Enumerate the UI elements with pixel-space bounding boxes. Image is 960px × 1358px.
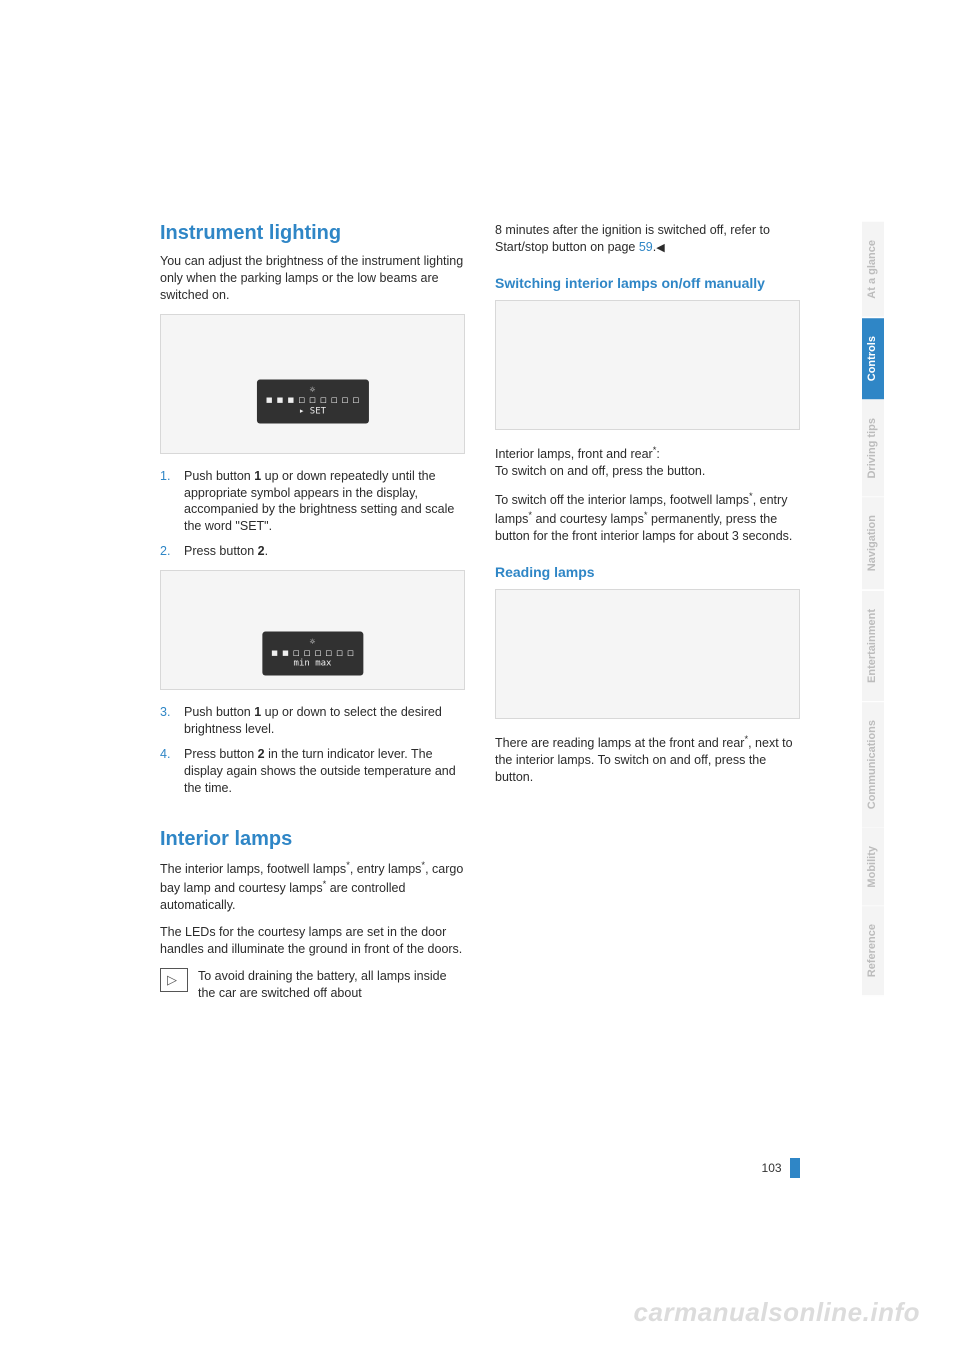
tab-reference[interactable]: Reference [862,906,884,996]
interior-lamps-auto: The interior lamps, footwell lamps*, ent… [160,859,465,914]
continuation-paragraph: 8 minutes after the ignition is switched… [495,222,800,256]
steps-3-4: 3. Push button 1 up or down to select th… [160,704,465,796]
step-1: 1. Push button 1 up or down repeatedly u… [160,468,465,536]
note-icon [160,968,188,992]
tab-at-a-glance[interactable]: At a glance [862,222,884,318]
figure-instrument-minmax: ☼ ■ ■ □ □ □ □ □ □ min max [160,570,465,690]
step-text: Push button 1 up or down repeatedly unti… [184,468,465,536]
brightness-icon: ☼ [266,385,358,396]
intro-paragraph: You can adjust the brightness of the ins… [160,253,465,304]
page-number-wrap: 103 [486,1158,800,1178]
interior-lamps-off-permanent: To switch off the interior lamps, footwe… [495,490,800,545]
note-text: To avoid draining the battery, all lamps… [198,968,465,1002]
courtesy-leds-paragraph: The LEDs for the courtesy lamps are set … [160,924,465,958]
instrument-display-minmax: ☼ ■ ■ □ □ □ □ □ □ min max [262,631,363,675]
page-link-59[interactable]: 59 [639,240,653,254]
heading-switching-interior: Switching interior lamps on/off manually [495,274,800,292]
right-column: 8 minutes after the ignition is switched… [495,222,800,1012]
step-text: Press button 2 in the turn indicator lev… [184,746,465,797]
page: Instrument lighting You can adjust the b… [0,0,960,1358]
step-4: 4. Press button 2 in the turn indicator … [160,746,465,797]
figure-placeholder [496,301,799,429]
step-text: Push button 1 up or down to select the d… [184,704,465,738]
heading-interior-lamps: Interior lamps [160,828,465,851]
content-columns: Instrument lighting You can adjust the b… [160,222,800,1012]
figure-interior-lamp-button [495,300,800,430]
tab-communications[interactable]: Communications [862,702,884,828]
tab-controls[interactable]: Controls [862,318,884,400]
figure-instrument-set: ☼ ■ ■ ■ □ □ □ □ □ □ ▸ SET [160,314,465,454]
figure-reading-lamps [495,589,800,719]
brightness-icon: ☼ [272,637,353,648]
set-label: ▸ SET [266,407,358,418]
heading-instrument-lighting: Instrument lighting [160,222,465,245]
step-number: 1. [160,468,174,536]
tab-mobility[interactable]: Mobility [862,828,884,907]
brightness-scale: ■ ■ □ □ □ □ □ □ [272,648,353,659]
step-2: 2. Press button 2. [160,543,465,560]
step-number: 2. [160,543,174,560]
end-marker-icon: ◀ [656,241,664,256]
left-column: Instrument lighting You can adjust the b… [160,222,465,1012]
steps-1-2: 1. Push button 1 up or down repeatedly u… [160,468,465,560]
instrument-display-set: ☼ ■ ■ ■ □ □ □ □ □ □ ▸ SET [256,379,368,423]
figure-placeholder [496,590,799,718]
step-3: 3. Push button 1 up or down to select th… [160,704,465,738]
watermark: carmanualsonline.info [634,1297,920,1328]
heading-reading-lamps: Reading lamps [495,563,800,581]
tab-entertainment[interactable]: Entertainment [862,591,884,702]
page-number: 103 [762,1161,782,1175]
tab-navigation[interactable]: Navigation [862,497,884,590]
step-number: 3. [160,704,174,738]
page-number-bar [790,1158,800,1178]
interior-lamps-front-rear: Interior lamps, front and rear*: To swit… [495,444,800,480]
brightness-scale: ■ ■ ■ □ □ □ □ □ □ [266,396,358,407]
step-number: 4. [160,746,174,797]
section-tabs: At a glance Controls Driving tips Naviga… [862,222,884,997]
step-text: Press button 2. [184,543,268,560]
min-max-label: min max [272,659,353,670]
battery-note: To avoid draining the battery, all lamps… [160,968,465,1002]
reading-lamps-paragraph: There are reading lamps at the front and… [495,733,800,786]
tab-driving-tips[interactable]: Driving tips [862,400,884,498]
